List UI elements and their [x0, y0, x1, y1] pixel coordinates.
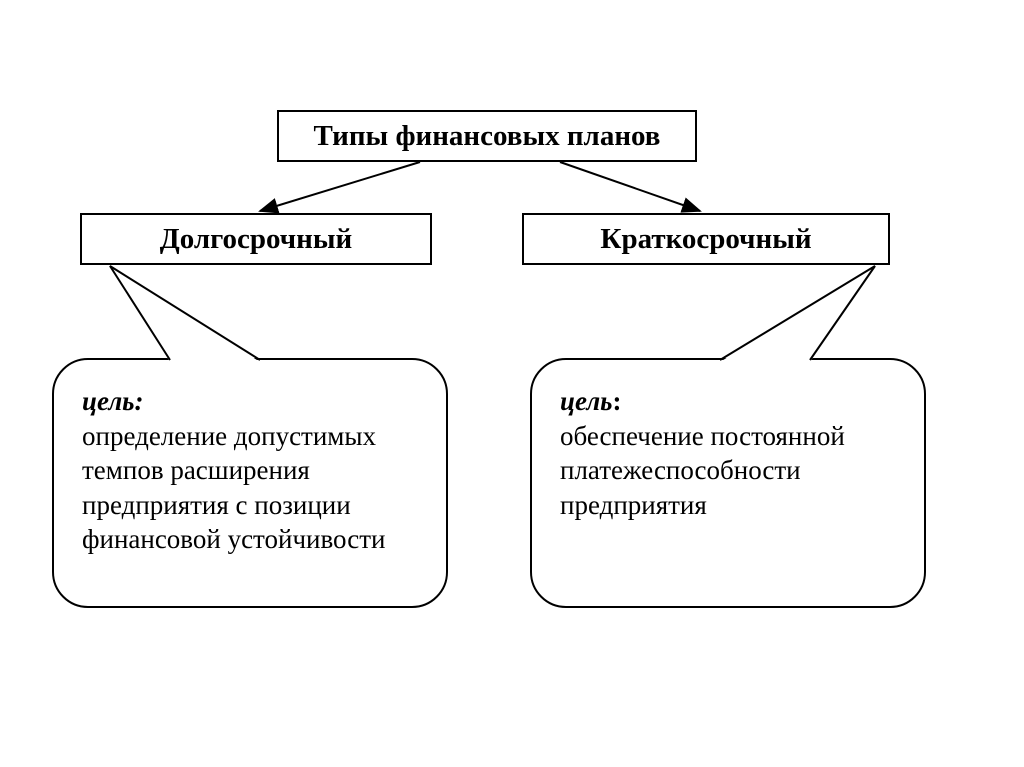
title-text: Типы финансовых планов: [314, 120, 661, 153]
goal-label-right: цель: [560, 386, 613, 416]
branch-left-box: Долгосрочный: [80, 213, 432, 265]
callout-left-text: цель: определение допустимых темпов расш…: [82, 384, 418, 557]
goal-colon-right: :: [613, 386, 622, 416]
title-box: Типы финансовых планов: [277, 110, 697, 162]
arrow-left: [260, 162, 420, 211]
callout-left-tail-outline: [110, 266, 260, 360]
branch-left-label: Долгосрочный: [160, 223, 352, 256]
callout-right-text: цель: обеспечение постоянной платежеспос…: [560, 384, 896, 522]
callout-right-tail-outline: [720, 266, 875, 360]
goal-label-left: цель:: [82, 386, 144, 416]
goal-text-right: обеспечение постоянной платежеспособност…: [560, 421, 845, 520]
branch-right-box: Краткосрочный: [522, 213, 890, 265]
callout-right-tail-fill: [720, 266, 875, 362]
callout-right: цель: обеспечение постоянной платежеспос…: [530, 358, 926, 608]
arrow-right: [560, 162, 700, 211]
goal-text-left: определение допустимых темпов расширения…: [82, 421, 385, 555]
callout-left-tail-fill: [110, 266, 260, 362]
branch-right-label: Краткосрочный: [600, 223, 811, 256]
callout-left: цель: определение допустимых темпов расш…: [52, 358, 448, 608]
